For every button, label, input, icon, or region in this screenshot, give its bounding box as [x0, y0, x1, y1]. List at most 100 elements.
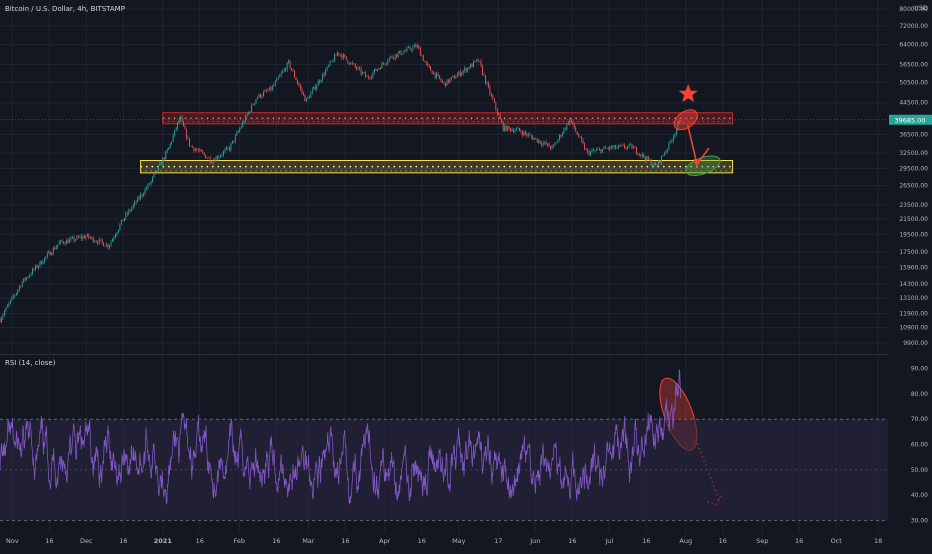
candle-body — [294, 71, 295, 77]
candle-body — [66, 240, 67, 244]
candle-body — [91, 237, 92, 238]
candle-body — [485, 75, 486, 83]
candle-body — [111, 242, 112, 246]
candle-body — [630, 144, 631, 145]
candle-body — [602, 149, 603, 153]
candle-body — [14, 295, 15, 296]
candle-body — [165, 152, 166, 159]
candle-body — [168, 147, 169, 150]
candle-body — [20, 287, 21, 288]
candle-body — [124, 218, 125, 221]
candle-body — [562, 133, 563, 136]
y-tick-label: 21500.00 — [899, 216, 928, 223]
candle-body — [525, 132, 526, 134]
candle-body — [53, 248, 54, 254]
candle-body — [472, 64, 473, 67]
candle-body — [301, 88, 302, 92]
candle-body — [185, 126, 186, 129]
candle-body — [586, 150, 587, 151]
candle-body — [161, 163, 162, 165]
candle-body — [439, 75, 440, 78]
candle-body — [247, 114, 248, 115]
candle-body — [183, 121, 184, 126]
candle-body — [193, 147, 194, 150]
candle-body — [229, 148, 230, 150]
candle-body — [392, 56, 393, 58]
candle-body — [362, 72, 363, 73]
candle-body — [285, 69, 286, 70]
candle-body — [35, 266, 36, 270]
candle-body — [651, 160, 652, 166]
candle-body — [140, 195, 141, 199]
x-tick-label: Sep — [756, 537, 768, 545]
candle-body — [51, 254, 52, 256]
candle-body — [10, 300, 11, 303]
rsi-y-tick-label: 70.00 — [911, 416, 928, 423]
candle-body — [495, 102, 496, 109]
candle-body — [349, 63, 350, 64]
x-tick-label: 16 — [795, 537, 803, 545]
candle-body — [115, 235, 116, 237]
candle-body — [401, 51, 402, 55]
candle-body — [433, 73, 434, 74]
candle-body — [444, 82, 445, 83]
x-tick-label: 2021 — [154, 537, 173, 545]
candle-body — [17, 290, 18, 293]
candle-body — [509, 126, 510, 128]
candle-body — [447, 79, 448, 85]
candle-body — [87, 234, 88, 236]
candle-body — [364, 72, 365, 73]
candle-body — [299, 83, 300, 85]
candle-body — [463, 71, 464, 73]
candle-body — [637, 153, 638, 154]
candle-body — [159, 163, 160, 166]
candle-body — [7, 306, 8, 308]
candle-body — [270, 87, 271, 90]
candle-body — [34, 269, 35, 270]
rsi-y-tick-label: 50.00 — [911, 467, 928, 474]
candle-body — [424, 61, 425, 62]
candle-body — [207, 158, 208, 159]
candle-body — [134, 202, 135, 205]
candle-body — [559, 135, 560, 139]
candle-body — [645, 157, 646, 160]
candle-body — [232, 141, 233, 144]
candle-body — [365, 73, 366, 77]
candle-body — [216, 157, 217, 162]
candle-body — [105, 246, 106, 247]
candle-body — [470, 64, 471, 68]
candle-body — [253, 105, 254, 106]
candle-body — [290, 61, 291, 68]
candle-body — [374, 69, 375, 72]
candle-body — [488, 83, 489, 87]
candle-body — [408, 47, 409, 48]
candle-body — [580, 137, 581, 138]
candle-body — [164, 158, 165, 159]
candle-body — [620, 145, 621, 146]
candle-body — [640, 154, 641, 156]
candle-body — [492, 96, 493, 100]
candle-body — [316, 86, 317, 90]
candle-body — [519, 128, 520, 131]
candle-body — [139, 197, 140, 199]
candle-body — [56, 247, 57, 249]
candle-body — [481, 61, 482, 66]
candle-body — [296, 77, 297, 80]
candle-body — [414, 45, 415, 47]
candle-body — [448, 79, 449, 82]
candle-body — [621, 145, 622, 146]
candle-body — [515, 130, 516, 132]
candle-body — [383, 63, 384, 64]
candle-body — [223, 151, 224, 154]
candle-body — [378, 68, 379, 69]
candle-body — [227, 148, 228, 149]
candle-body — [612, 147, 613, 148]
candle-body — [386, 63, 387, 64]
candle-body — [130, 210, 131, 211]
candle-body — [245, 115, 246, 122]
candle-body — [201, 150, 202, 152]
candle-body — [97, 242, 98, 244]
candle-body — [177, 123, 178, 129]
candle-body — [84, 236, 85, 238]
candle-body — [239, 129, 240, 132]
